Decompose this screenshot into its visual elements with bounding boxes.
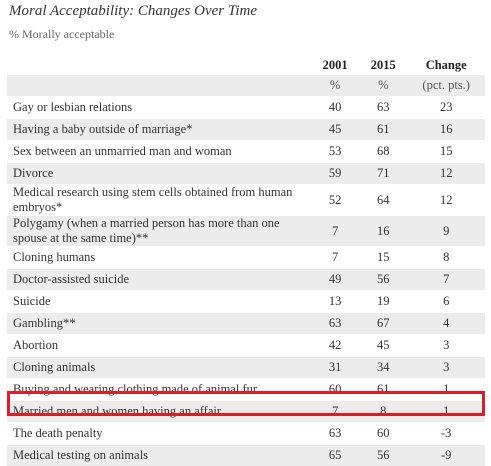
cell-value: 7 <box>311 401 359 423</box>
cell-value: 7 <box>311 247 359 269</box>
title: Moral Acceptability: Changes Over Time <box>9 3 257 20</box>
cell-value: 7 <box>311 216 359 247</box>
cell-value: 7 <box>407 269 485 291</box>
cell-value: 6 <box>407 291 485 313</box>
units-cell <box>7 75 311 97</box>
cell-value: 63 <box>311 313 359 335</box>
subtitle: % Morally acceptable <box>9 27 114 42</box>
row-label: Having a baby outside of marriage* <box>7 119 311 141</box>
cell-value: 56 <box>359 445 407 466</box>
header-cell: 2015 <box>359 55 407 75</box>
units-row: %%(pct. pts.) <box>7 75 485 97</box>
cell-value: 56 <box>359 269 407 291</box>
row-label: Medical research using stem cells obtain… <box>7 185 311 216</box>
cell-value: 13 <box>311 291 359 313</box>
cell-value: 60 <box>359 423 407 445</box>
cell-value: 68 <box>359 141 407 163</box>
cell-value: 45 <box>359 335 407 357</box>
cell-value: 12 <box>407 163 485 185</box>
table-row: Medical research using stem cells obtain… <box>7 185 485 216</box>
table-row: Buying and wearing clothing made of anim… <box>7 379 485 401</box>
cell-value: 12 <box>407 185 485 216</box>
row-label: Gay or lesbian relations <box>7 97 311 119</box>
cell-value: 1 <box>407 401 485 423</box>
row-label: Cloning humans <box>7 247 311 269</box>
cell-value: 3 <box>407 357 485 379</box>
header-cell: 2001 <box>311 55 359 75</box>
row-label: Divorce <box>7 163 311 185</box>
row-label: Medical testing on animals <box>7 445 311 466</box>
cell-value: 3 <box>407 335 485 357</box>
cell-value: 65 <box>311 445 359 466</box>
cell-value: 60 <box>311 379 359 401</box>
cell-value: -9 <box>407 445 485 466</box>
cell-value: 59 <box>311 163 359 185</box>
cell-value: 63 <box>311 423 359 445</box>
units-cell: % <box>359 75 407 97</box>
cell-value: 23 <box>407 97 485 119</box>
row-label: Suicide <box>7 291 311 313</box>
cell-value: 71 <box>359 163 407 185</box>
row-label: Gambling** <box>7 313 311 335</box>
cell-value: 1 <box>407 379 485 401</box>
cell-value: 19 <box>359 291 407 313</box>
table-row: Polygamy (when a married person has more… <box>7 216 485 247</box>
row-label: The death penalty <box>7 423 311 445</box>
row-label: Abortion <box>7 335 311 357</box>
cell-value: 34 <box>359 357 407 379</box>
cell-value: 8 <box>407 247 485 269</box>
row-label: Cloning animals <box>7 357 311 379</box>
cell-value: 31 <box>311 357 359 379</box>
cell-value: 15 <box>407 141 485 163</box>
cell-value: 15 <box>359 247 407 269</box>
cell-value: 61 <box>359 119 407 141</box>
cell-value: 61 <box>359 379 407 401</box>
cell-value: 16 <box>359 216 407 247</box>
units-cell: % <box>311 75 359 97</box>
row-label: Buying and wearing clothing made of anim… <box>7 379 311 401</box>
cell-value: 45 <box>311 119 359 141</box>
cell-value: 9 <box>407 216 485 247</box>
cell-value: -3 <box>407 423 485 445</box>
cell-value: 49 <box>311 269 359 291</box>
header-cell <box>7 55 311 75</box>
cell-value: 16 <box>407 119 485 141</box>
cell-value: 42 <box>311 335 359 357</box>
cell-value: 63 <box>359 97 407 119</box>
row-label: Sex between an unmarried man and woman <box>7 141 311 163</box>
header-cell: Change <box>407 55 485 75</box>
cell-value: 8 <box>359 401 407 423</box>
units-cell: (pct. pts.) <box>407 75 485 97</box>
row-label: Polygamy (when a married person has more… <box>7 216 311 247</box>
cell-value: 64 <box>359 185 407 216</box>
row-label: Doctor-assisted suicide <box>7 269 311 291</box>
row-label: Married men and women having an affair <box>7 401 311 423</box>
cell-value: 67 <box>359 313 407 335</box>
cell-value: 52 <box>311 185 359 216</box>
cell-value: 53 <box>311 141 359 163</box>
cell-value: 4 <box>407 313 485 335</box>
cell-value: 40 <box>311 97 359 119</box>
